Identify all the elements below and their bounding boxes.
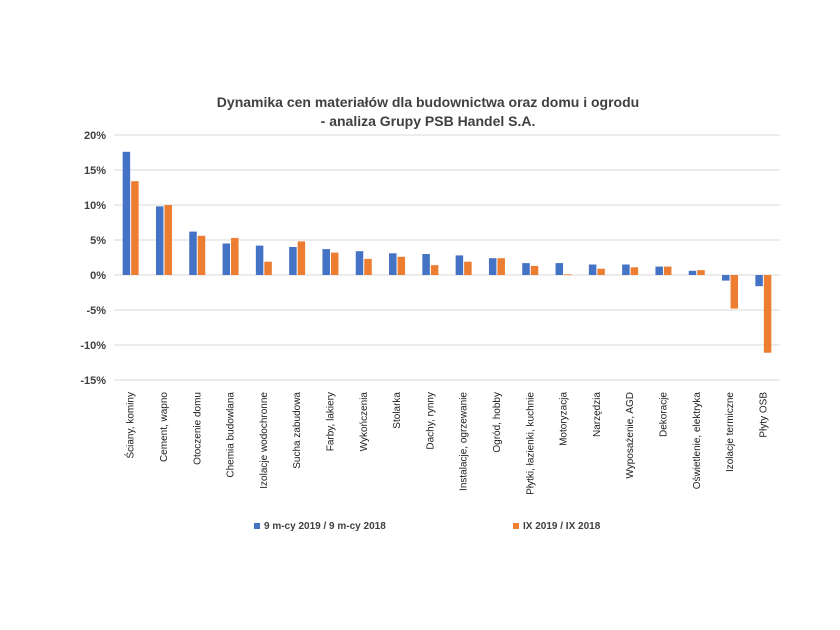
gridlines: [114, 134, 780, 381]
bar-series-1: [322, 249, 330, 275]
x-tick-label: Instalacje, ogrzewanie: [459, 392, 470, 491]
bar-series-2: [630, 267, 639, 275]
bar-series-1: [488, 258, 497, 275]
legend-swatch-series-1: [254, 523, 260, 529]
x-tick-label: Izolacje termiczne: [725, 392, 736, 472]
bar-series-2: [397, 256, 406, 275]
y-tick-label: 15%: [84, 165, 106, 177]
bar-series-2: [597, 268, 605, 275]
y-tick-label: 10%: [84, 200, 106, 212]
y-tick-label: 0%: [90, 270, 106, 282]
chart-svg: Dynamika cen materiałów dla budownictwa …: [80, 94, 780, 532]
x-tick-label: Izolacje wodochronne: [259, 392, 270, 489]
bar-series-2: [430, 265, 439, 275]
bar-series-2: [231, 237, 239, 275]
bar-series-2: [164, 205, 172, 275]
x-tick-label: Oświetlenie, elektryka: [692, 392, 703, 490]
bar-series-2: [364, 258, 372, 275]
bar-series-1: [555, 263, 564, 275]
bar-series-1: [289, 247, 297, 275]
y-tick-label: -15%: [80, 375, 106, 387]
bar-series-1: [422, 254, 430, 275]
bar-series-1: [622, 264, 630, 275]
bar-series-2: [464, 261, 472, 275]
legend-swatch-series-2: [513, 523, 519, 529]
legend-label-series-2: IX 2019 / IX 2018: [523, 521, 601, 532]
y-axis-ticks: 20% 15% 10% 5% 0% -5% -10% -15%: [80, 130, 106, 387]
bar-series-1: [522, 263, 530, 275]
bar-series-2: [497, 258, 505, 275]
x-tick-label: Sucha zabudowa: [292, 392, 303, 469]
bar-series-1: [155, 206, 164, 275]
x-tick-label: Chemia budowlana: [226, 392, 237, 478]
x-tick-label: Ogród, hobby: [492, 392, 503, 453]
y-tick-label: -5%: [86, 305, 106, 317]
x-tick-label: Narzędzia: [592, 392, 603, 437]
bar-series-1: [655, 266, 663, 275]
bar-series-2: [730, 275, 739, 309]
bar-series-2: [530, 265, 539, 275]
x-axis-ticks: Ściany, kominy Cement, wapno Otoczenie dom…: [124, 392, 770, 495]
legend-label-series-1: 9 m-cy 2019 / 9 m-cy 2018: [264, 521, 386, 532]
bar-series-2: [330, 252, 339, 275]
bar-series-1: [688, 270, 697, 275]
x-tick-label: Motoryzacja: [559, 392, 570, 446]
bar-series-1: [122, 151, 131, 275]
y-tick-label: 5%: [90, 235, 106, 247]
x-tick-label: Otoczenie domu: [192, 392, 203, 465]
bar-series-1: [189, 231, 197, 275]
chart-panel: Dynamika cen materiałów dla budownictwa …: [62, 85, 790, 555]
x-tick-label: Cement, wapno: [159, 392, 170, 462]
x-tick-label: Dekoracje: [658, 392, 669, 437]
bar-series-1: [755, 275, 763, 287]
x-tick-label: Płyty OSB: [758, 392, 769, 438]
x-tick-label: Ściany, kominy: [124, 392, 137, 459]
y-tick-label: 20%: [84, 130, 106, 142]
bar-series-2: [197, 235, 206, 275]
bar-series-1: [455, 255, 464, 275]
chart-title-line-2: - analiza Grupy PSB Handel S.A.: [321, 113, 536, 129]
x-tick-label: Wyposażenie, AGD: [625, 392, 636, 479]
bar-series-2: [297, 241, 306, 275]
bar-series-2: [663, 266, 672, 275]
bar-series-2: [264, 261, 272, 275]
x-tick-label: Dachy, rynny: [425, 392, 436, 450]
bar-series-2: [131, 181, 139, 275]
bar-series-1: [588, 264, 597, 275]
bar-series-2: [564, 274, 572, 276]
bar-series-1: [722, 275, 730, 281]
bars: [122, 151, 772, 353]
bar-series-1: [389, 253, 397, 275]
x-tick-label: Stolarka: [392, 392, 403, 429]
bar-series-1: [255, 245, 264, 275]
bar-series-2: [763, 275, 772, 353]
chart-title: Dynamika cen materiałów dla budownictwa …: [217, 94, 639, 129]
legend: 9 m-cy 2019 / 9 m-cy 2018 IX 2019 / IX 2…: [254, 521, 601, 532]
y-tick-label: -10%: [80, 340, 106, 352]
x-tick-label: Płytki, łazienki, kuchnie: [525, 392, 536, 495]
x-tick-label: Wykończenia: [359, 392, 370, 452]
chart-title-line-1: Dynamika cen materiałów dla budownictwa …: [217, 94, 639, 110]
x-tick-label: Farby, lakiery: [325, 392, 336, 451]
bar-series-2: [697, 270, 705, 275]
bar-series-1: [355, 251, 364, 275]
bar-series-1: [222, 243, 231, 275]
